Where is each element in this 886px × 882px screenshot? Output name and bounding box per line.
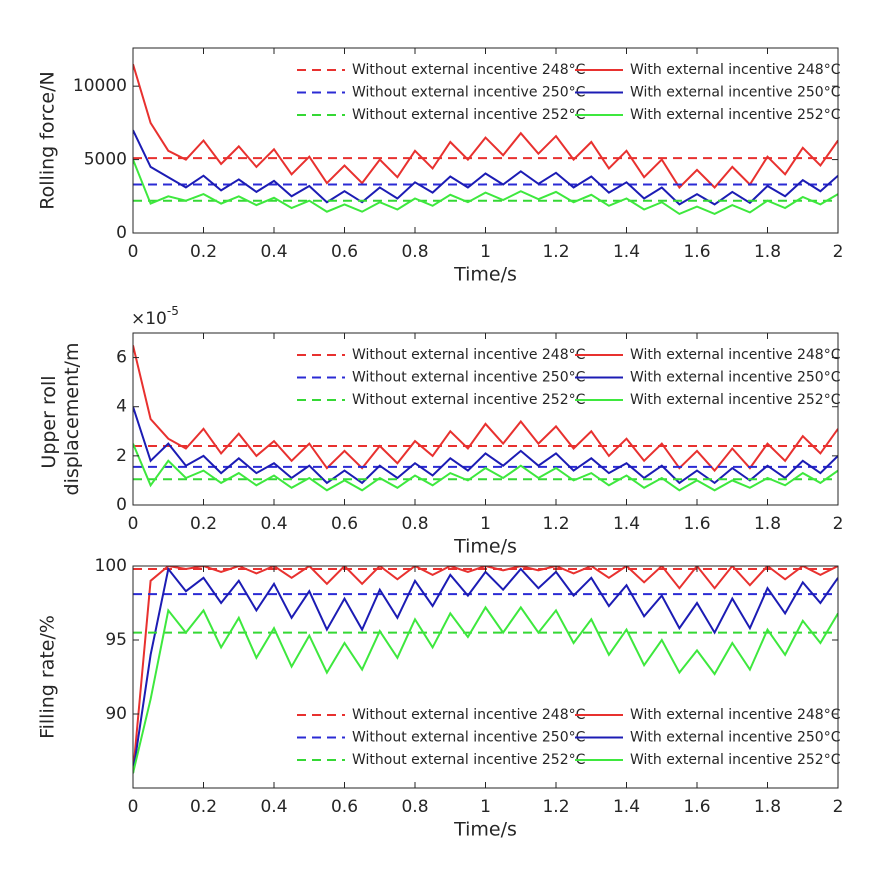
y-tick-label: 10000 — [73, 76, 127, 96]
x-tick-label: 1.2 — [542, 797, 569, 817]
legend-label: Without external incentive 252°C — [352, 752, 586, 768]
subplot: 0 0.2 0.4 0.6 0.8 1 1.2 1.4 1.6 1.8 2 0 5000 10000 Tim… — [37, 47, 844, 286]
legend: Without external incentive 248°C With ext… — [292, 703, 841, 773]
series-line — [133, 159, 838, 216]
x-tick-label: 1.6 — [683, 797, 710, 817]
x-tick-label: 1.6 — [683, 514, 710, 534]
legend: Without external incentive 248°C With ext… — [292, 58, 841, 128]
y-tick-label: 0 — [116, 495, 127, 515]
x-tick-label: 1.8 — [754, 797, 781, 817]
legend-label: Without external incentive 250°C — [352, 85, 586, 101]
x-tick-label: 1 — [480, 514, 491, 534]
series-line — [133, 406, 838, 485]
y-axis-label: Upper roll displacement/m — [38, 343, 83, 496]
series-line — [133, 63, 838, 190]
x-tick-label: 1.4 — [613, 242, 640, 262]
legend-label: With external incentive 250°C — [630, 730, 841, 746]
x-tick-label: 1.2 — [542, 514, 569, 534]
legend-bg — [292, 343, 832, 413]
legend-label: With external incentive 252°C — [630, 392, 841, 408]
x-tick-label: 1.2 — [542, 242, 569, 262]
legend-label: With external incentive 252°C — [630, 107, 841, 123]
x-tick-label: 0.8 — [401, 242, 428, 262]
x-axis-label: Time/s — [453, 264, 517, 286]
legend-label: Without external incentive 250°C — [352, 370, 586, 386]
y-tick-label: 2 — [116, 446, 127, 466]
x-tick-label: 1.6 — [683, 242, 710, 262]
x-tick-label: 0.6 — [331, 242, 358, 262]
x-axis-label: Time/s — [453, 819, 517, 841]
x-tick-label: 1.8 — [754, 242, 781, 262]
y-tick-label: 0 — [116, 223, 127, 243]
y-tick-label: 95 — [105, 630, 127, 650]
y-multiplier: ×10-5 — [131, 304, 179, 330]
x-tick-label: 0.8 — [401, 797, 428, 817]
legend-label: With external incentive 248°C — [630, 347, 841, 363]
legend-bg — [292, 58, 832, 128]
x-tick-label: 0 — [128, 514, 139, 534]
y-multiplier-exp: -5 — [167, 304, 179, 318]
series-line — [133, 566, 838, 774]
x-axis-label: Time/s — [453, 536, 517, 558]
x-tick-label: 1 — [480, 797, 491, 817]
legend-label: With external incentive 250°C — [630, 370, 841, 386]
x-tick-label: 0.8 — [401, 514, 428, 534]
y-tick-label: 90 — [105, 704, 127, 724]
legend-label: Without external incentive 252°C — [352, 392, 586, 408]
x-tick-label: 0.2 — [190, 514, 217, 534]
y-tick-label: 100 — [95, 556, 127, 576]
x-tick-label: 0.4 — [260, 797, 287, 817]
x-tick-label: 1.8 — [754, 514, 781, 534]
y-tick-label: 6 — [116, 348, 127, 368]
x-tick-label: 0.6 — [331, 797, 358, 817]
subplot: 0 0.2 0.4 0.6 0.8 1 1.2 1.4 1.6 1.8 2 0 2 4 6 Time/s Upp… — [38, 304, 844, 558]
x-tick-label: 2 — [833, 514, 844, 534]
series-line — [133, 345, 838, 473]
legend-bg — [292, 703, 832, 773]
series-line — [133, 443, 838, 492]
legend-label: Without external incentive 248°C — [352, 62, 586, 78]
legend-label: With external incentive 252°C — [630, 752, 841, 768]
legend-label: With external incentive 250°C — [630, 85, 841, 101]
x-tick-label: 0.2 — [190, 242, 217, 262]
x-tick-label: 2 — [833, 797, 844, 817]
y-multiplier-base: ×10 — [131, 309, 167, 329]
subplot: 0 0.2 0.4 0.6 0.8 1 1.2 1.4 1.6 1.8 2 90 95 100 Time/s… — [37, 556, 844, 841]
y-axis-label: Rolling force/N — [37, 71, 59, 209]
x-tick-label: 0.4 — [260, 242, 287, 262]
y-tick-label: 5000 — [84, 150, 127, 170]
x-tick-label: 0.2 — [190, 797, 217, 817]
x-tick-label: 1 — [480, 242, 491, 262]
y-axis-label: Filling rate/% — [37, 615, 59, 739]
x-tick-label: 0.6 — [331, 514, 358, 534]
x-tick-label: 0.4 — [260, 514, 287, 534]
series-line — [133, 605, 838, 774]
y-tick-label: 4 — [116, 397, 127, 417]
legend-label: With external incentive 248°C — [630, 62, 841, 78]
x-tick-label: 1.4 — [613, 797, 640, 817]
legend: Without external incentive 248°C With ext… — [292, 343, 841, 413]
x-tick-label: 2 — [833, 242, 844, 262]
legend-label: Without external incentive 248°C — [352, 707, 586, 723]
legend-label: With external incentive 248°C — [630, 707, 841, 723]
legend-label: Without external incentive 250°C — [352, 730, 586, 746]
x-tick-label: 0 — [128, 242, 139, 262]
legend-label: Without external incentive 252°C — [352, 107, 586, 123]
x-tick-label: 1.4 — [613, 514, 640, 534]
x-tick-label: 0 — [128, 797, 139, 817]
legend-label: Without external incentive 248°C — [352, 347, 586, 363]
